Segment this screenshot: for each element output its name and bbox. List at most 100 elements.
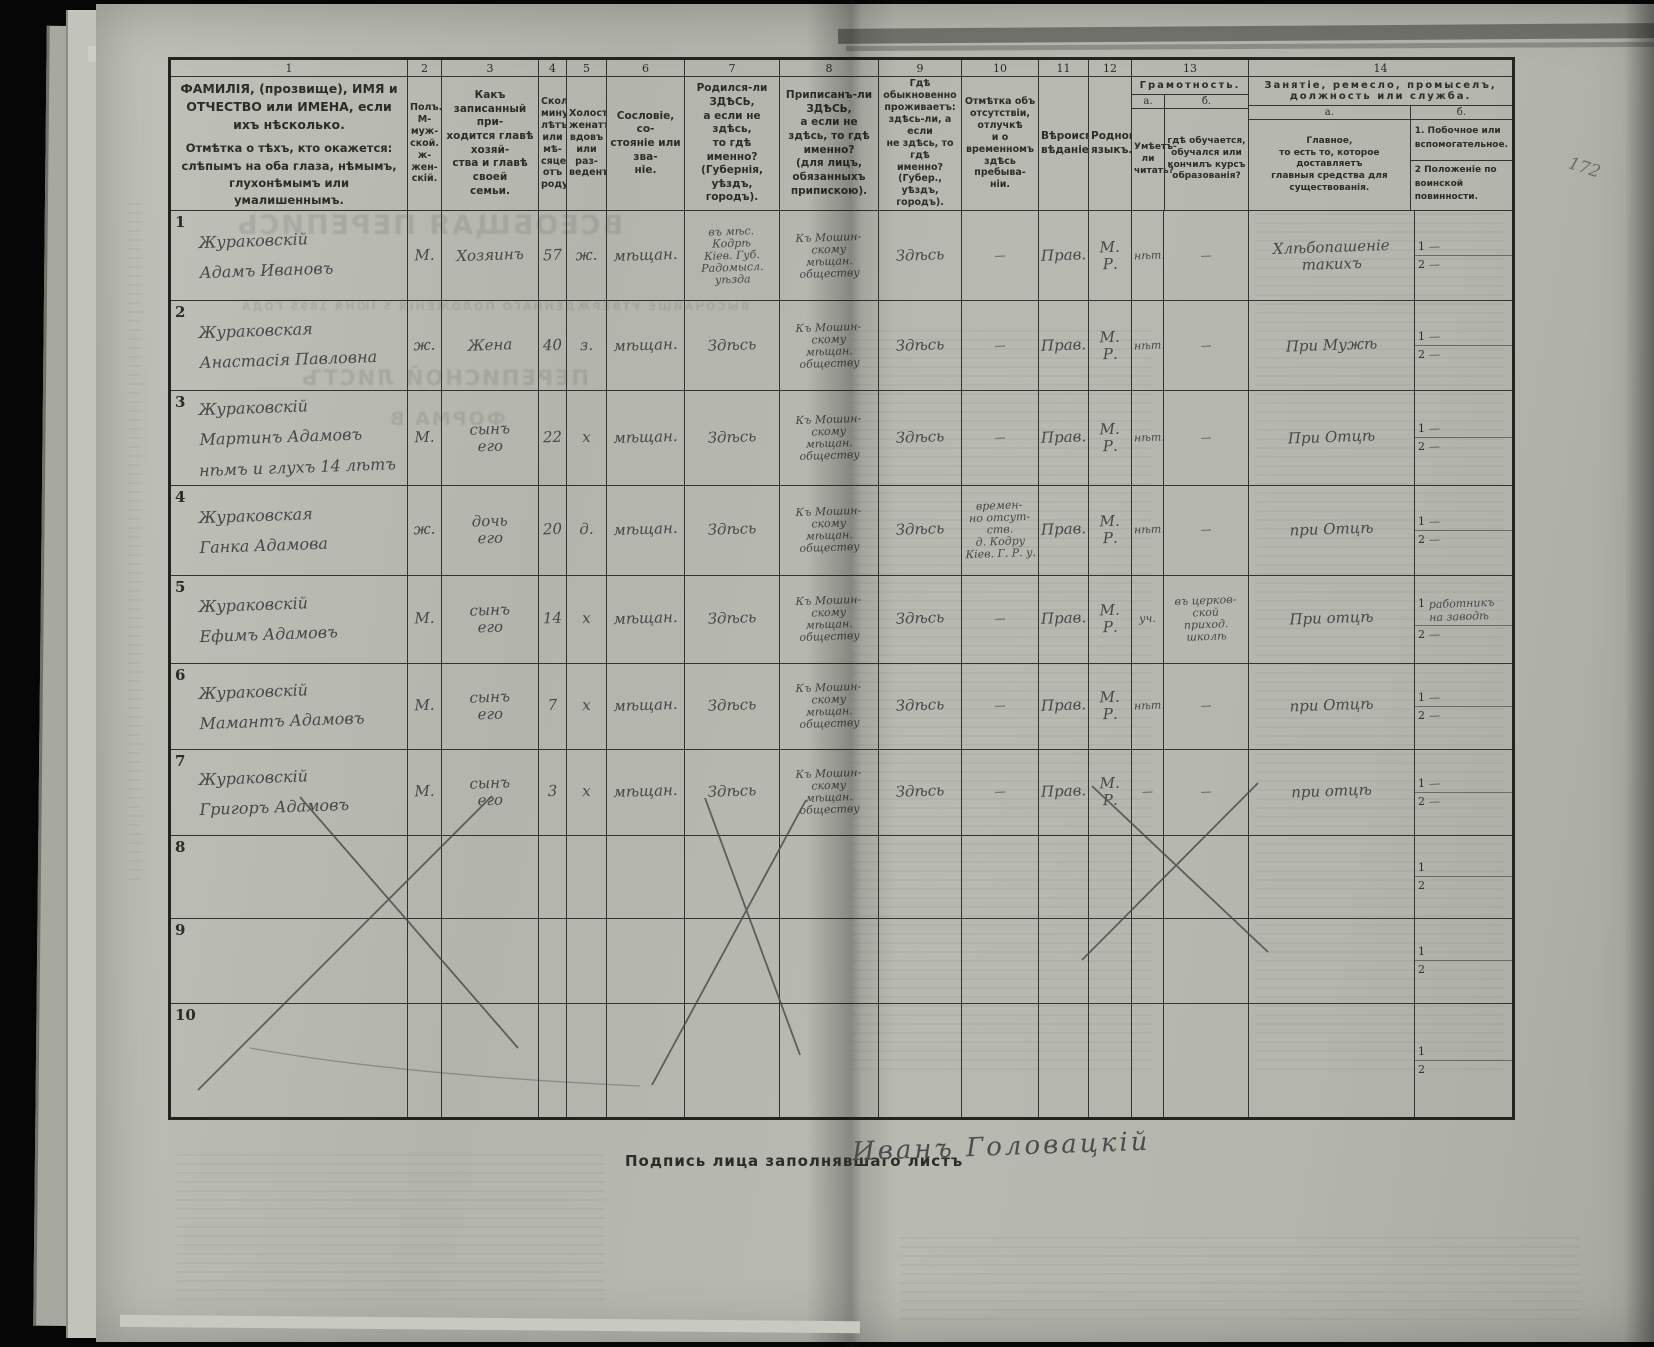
military-status-label: 2 — [1418, 794, 1425, 808]
cell-marital: х — [581, 428, 592, 447]
cell-absence: — — [994, 430, 1006, 445]
side-occupation-label: 1 — [1418, 690, 1425, 704]
cell-side-occupation: — — [1428, 514, 1441, 528]
cell-absence: — — [994, 611, 1006, 626]
cell-relation: сынъ его — [469, 687, 511, 724]
literacy-b-header: гдѣ обучается, обучался или кончилъ курс… — [1167, 136, 1246, 182]
cell-occupation: при Отцѣ — [1289, 518, 1374, 540]
row-number: 7 — [175, 751, 186, 770]
cell-estate: мѣщан. — [613, 519, 678, 540]
cell-side-occupation: — — [1428, 240, 1441, 254]
row-number: 9 — [175, 920, 186, 939]
literacy-group-title: Грамотность. — [1132, 78, 1248, 95]
cell-occupation: При Мужѣ — [1285, 334, 1378, 356]
cell-age: 40 — [542, 335, 563, 355]
cell-sex: ж. — [413, 520, 436, 539]
column-header-relation: Какъ записанный при- ходится главѣ хозяй… — [441, 75, 539, 212]
cell-literacy: нѣт. — [1133, 248, 1164, 263]
cell-birthplace: Здѣсь — [707, 519, 757, 540]
cell-name: Жураковскій Мартинъ Адамовъ — [198, 396, 363, 450]
side-occupation-label: 1 — [1418, 776, 1425, 790]
side-occupation-label: 1 — [1418, 240, 1425, 254]
cell-marital: д. — [579, 520, 594, 539]
column-header-name: ФАМИЛІЯ, (прозвище), ИМЯ и ОТЧЕСТВО или … — [169, 75, 408, 212]
cell-side-occupation: — — [1428, 422, 1441, 436]
cell-sex: М. — [414, 609, 435, 628]
cell-military-status: — — [1428, 627, 1441, 642]
occupation-b1-header: 1. Побочное или вспомогательное. — [1414, 126, 1508, 150]
row-number: 10 — [175, 1005, 196, 1024]
side-occupation-label: 1 — [1418, 861, 1425, 875]
row-number: 6 — [175, 665, 186, 684]
cell-marital: ж. — [575, 245, 598, 265]
military-status-label: 2 — [1418, 532, 1425, 546]
column-number: 5 — [566, 58, 607, 77]
cell-language: М. Р. — [1099, 600, 1121, 637]
census-table: 1 2 3 4 5 6 7 8 9 10 11 12 13 14 ФАМИЛІЯ… — [168, 57, 1515, 1120]
column-header-row: ФАМИЛІЯ, (прозвище), ИМЯ и ОТЧЕСТВО или … — [169, 75, 1514, 212]
cell-religion: Прав. — [1040, 427, 1087, 448]
cell-military-status: — — [1428, 258, 1441, 272]
person-row: 7 Жураковскій Григоръ Адамовъ М. сынъ ег… — [169, 748, 1514, 836]
cell-name: Жураковскій Григоръ Адамовъ — [198, 765, 350, 820]
cell-name: Жураковская Ганка Адамова — [198, 503, 329, 558]
cell-marital: з. — [579, 336, 594, 355]
cell-literacy: нѣт. — [1133, 430, 1164, 445]
literacy-a-header: Умѣетъ- ли читать? — [1134, 142, 1177, 176]
cell-language: М. Р. — [1099, 773, 1121, 810]
cell-language: М. Р. — [1099, 511, 1121, 548]
cell-religion: Прав. — [1040, 608, 1087, 629]
military-status-label: 2 — [1418, 258, 1425, 272]
side-occupation-label: 1 — [1418, 514, 1425, 528]
column-number: 13 — [1131, 58, 1249, 77]
name-header-note: Отмѣтка о тѣхъ, кто окажется: слѣпымъ на… — [181, 141, 397, 208]
cell-education: въ церков- ской приход. школѣ — [1174, 592, 1237, 644]
column-number: 10 — [961, 58, 1039, 77]
cell-religion: Прав. — [1040, 335, 1087, 356]
row-number: 3 — [175, 393, 186, 412]
cell-birthplace: Здѣсь — [707, 781, 757, 802]
cell-sex: М. — [414, 782, 435, 801]
cell-age: 14 — [542, 609, 563, 628]
cell-religion: Прав. — [1040, 695, 1087, 716]
side-occupation-label: 1 — [1418, 1044, 1425, 1058]
cell-marital: х — [581, 696, 592, 715]
military-status-label: 2 — [1418, 879, 1425, 893]
cell-occupation: Хлѣбопашеніе такихъ — [1272, 235, 1390, 274]
cell-military-status: — — [1428, 440, 1441, 454]
cell-estate: мѣщан. — [613, 335, 678, 356]
cell-name: Жураковскій Мамантъ Адамовъ — [198, 679, 365, 734]
cell-estate: мѣщан. — [613, 608, 678, 629]
person-row: 4 Жураковская Ганка Адамова ж. дочь его … — [169, 484, 1514, 576]
row-number: 5 — [175, 577, 186, 596]
cell-name: Жураковскій Ефимъ Адамовъ — [198, 592, 339, 647]
column-header-absence: Отмѣтка объ отсутствіи, отлучкѣ и о врем… — [961, 75, 1039, 212]
cell-sex: М. — [414, 696, 435, 715]
cell-age: 7 — [547, 696, 558, 715]
ink-bleedthrough — [900, 1230, 1580, 1320]
cell-relation: сынъ его — [469, 773, 511, 810]
cell-absence: — — [994, 338, 1006, 353]
cell-absence: времен- но отсут- ств. д. Кодру Кіев. Г.… — [965, 498, 1037, 562]
row-number: 8 — [175, 837, 186, 856]
cell-relation: дочь его — [471, 511, 508, 548]
military-status-label: 2 — [1418, 963, 1425, 977]
cell-birthplace: въ мѣс. Кодрѣ Кіев. Губ. Радомысл. уѣзда — [701, 223, 764, 287]
cell-side-occupation: — — [1428, 776, 1441, 790]
cell-birthplace: Здѣсь — [707, 427, 757, 448]
cell-estate: мѣщан. — [613, 781, 678, 802]
occupation-group-title: Занятіе, ремесло, промыселъ, должность и… — [1249, 78, 1512, 106]
cell-literacy: нѣт. — [1133, 698, 1164, 713]
row-number: 1 — [175, 213, 186, 232]
cell-age: 20 — [542, 520, 563, 539]
cell-literacy: — — [1141, 784, 1154, 799]
side-occupation-label: 1 — [1418, 945, 1425, 959]
cell-estate: мѣщан. — [613, 427, 678, 448]
right-edge-shadow — [1624, 0, 1654, 1347]
ink-bleedthrough — [175, 1150, 605, 1300]
column-header-religion: Вѣроиспо- вѣданіе. — [1038, 75, 1089, 212]
cell-education: — — [1200, 430, 1212, 445]
column-number: 6 — [606, 58, 685, 77]
side-occupation-label: 1 — [1418, 597, 1425, 611]
sub-column-label: а. — [1132, 95, 1164, 109]
